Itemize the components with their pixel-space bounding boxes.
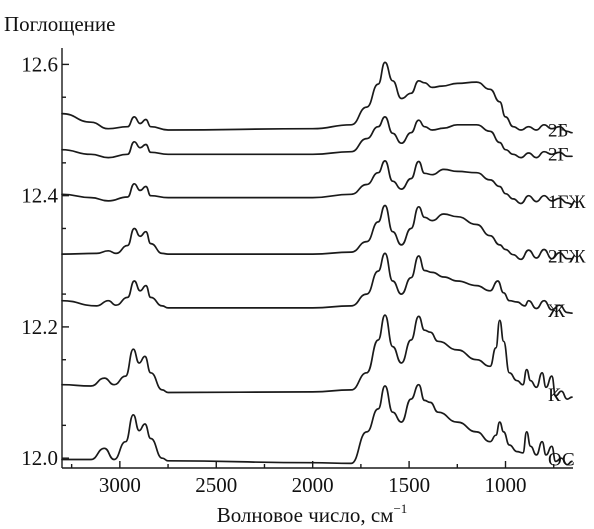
x-axis-title-text: Волновое число, см	[217, 503, 394, 527]
spectra-curves	[61, 61, 573, 466]
y-axis-title: Поглощение	[4, 12, 115, 36]
x-tick-label: 3000	[99, 473, 141, 497]
spectrum-curve	[61, 383, 573, 466]
series-label: ОС	[548, 449, 575, 470]
spectrum-curve	[61, 61, 573, 134]
y-tick-label: 12.2	[21, 315, 58, 339]
series-label: 2Б	[548, 121, 568, 142]
series-label: 2ГЖ	[548, 247, 586, 268]
x-axis-title: Волновое число, см−1	[217, 501, 408, 527]
y-tick-label: 12.0	[21, 446, 58, 470]
y-tick-label: 12.4	[21, 184, 58, 208]
series-label: 1ГЖ	[548, 192, 586, 213]
x-tick-label: 1500	[388, 473, 430, 497]
series-label: Ж	[548, 301, 566, 322]
spectrum-curve	[61, 314, 573, 400]
y-tick-label: 12.6	[21, 52, 58, 76]
spectrum-curve	[61, 116, 573, 159]
spectrum-curve	[61, 252, 573, 314]
series-label: К	[548, 385, 561, 406]
series-label: 2Г	[548, 144, 569, 165]
x-tick-label: 2500	[195, 473, 237, 497]
x-tick-label: 1000	[485, 473, 527, 497]
x-axis-title-superscript: −1	[393, 501, 407, 516]
spectrum-curve	[61, 160, 573, 206]
axes: 12.0 12.2 12.4 12.6 3000 2500 2000 1500 1000	[21, 48, 573, 497]
spectrum-curve	[61, 204, 573, 261]
x-tick-label: 2000	[292, 473, 334, 497]
